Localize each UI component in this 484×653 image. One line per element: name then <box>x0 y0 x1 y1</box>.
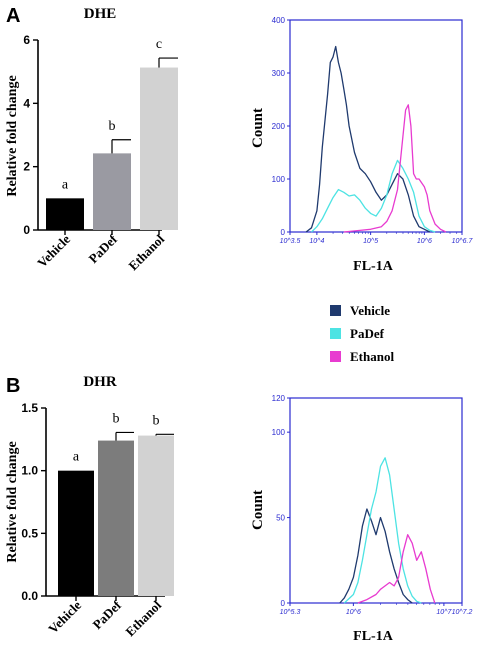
panel-label-b: B <box>6 375 20 397</box>
legend-swatch-ethanol <box>330 351 341 362</box>
bar-chart-dhr: B DHR Relative fold change 0.0 0.5 1.0 1.5 a… <box>5 374 174 639</box>
significance-letter: b <box>153 413 160 428</box>
series-padef <box>343 457 422 604</box>
bar-ethanol <box>140 67 178 230</box>
legend-swatch-vehicle <box>330 305 341 316</box>
series-vehicle <box>339 508 413 604</box>
chart-title-dhr: DHR <box>83 374 117 390</box>
y-tick-label: 1.5 <box>21 401 38 415</box>
bar-vehicle <box>58 470 94 596</box>
series-padef <box>311 159 436 233</box>
x-tick-label: 10^7 <box>436 609 452 616</box>
x-axis-label-fl1a: FL-1A <box>353 259 394 274</box>
y-tick-label: 50 <box>276 514 285 523</box>
significance-letter: c <box>156 37 162 52</box>
bar-ethanol <box>138 435 174 596</box>
significance-letter: b <box>113 411 120 426</box>
category-label: Ethanol <box>125 231 167 273</box>
x-tick-label: 10^6 <box>346 609 361 616</box>
histogram-fl1a-dhr: Count FL-1A 0 50 100 120 10^5.3 10^6 10^7 10^7.… <box>250 394 473 644</box>
legend-label-vehicle: Vehicle <box>350 303 390 318</box>
x-tick-label: 10^3.5 <box>280 238 301 245</box>
series-ethanol <box>343 104 447 233</box>
significance-letter: a <box>73 450 80 465</box>
x-tick-label: 10^5 <box>363 238 378 245</box>
x-tick-label: 10^6 <box>417 238 432 245</box>
histogram-fl1a-dhe: Count FL-1A 0 100 200 300 400 10^3.5 10^4 10^5 1… <box>250 16 474 274</box>
bar-vehicle <box>46 198 84 230</box>
legend-swatch-padef <box>330 328 341 339</box>
chart-title-dhe: DHE <box>84 6 117 22</box>
plot-frame <box>289 397 463 604</box>
panel-label-a: A <box>6 5 20 27</box>
category-label: Ethanol <box>122 597 164 639</box>
y-tick-label: 200 <box>272 122 286 131</box>
y-tick-label: 0 <box>23 223 30 237</box>
category-label: PaDef <box>86 231 121 266</box>
bar-chart-dhe: A DHE Relative fold change 0 2 4 6 a Vehicle b… <box>5 5 178 273</box>
series-vehicle <box>305 45 431 233</box>
x-tick-label: 10^7.2 <box>452 609 473 616</box>
y-tick-label: 2 <box>23 160 30 174</box>
y-tick-label: 6 <box>23 33 30 47</box>
bar-padef <box>93 153 131 230</box>
bar-padef <box>98 440 134 596</box>
y-tick-label: 0 <box>281 599 286 608</box>
x-tick-label: 10^4 <box>309 238 324 245</box>
y-tick-label: 1.0 <box>21 464 38 478</box>
x-tick-label: 10^5.3 <box>280 609 301 616</box>
category-label: PaDef <box>90 597 125 632</box>
y-tick-label: 4 <box>23 96 30 110</box>
legend: Vehicle PaDef Ethanol <box>330 303 394 364</box>
y-axis-label: Relative fold change <box>5 75 20 196</box>
y-axis-label: Relative fold change <box>5 441 20 562</box>
y-tick-label: 400 <box>272 16 286 25</box>
legend-label-padef: PaDef <box>350 326 385 341</box>
x-axis-label-fl1a: FL-1A <box>353 629 394 644</box>
y-tick-label: 300 <box>272 69 286 78</box>
y-tick-label: 0.0 <box>21 589 38 603</box>
y-tick-label: 100 <box>272 428 286 437</box>
category-label: Vehicle <box>34 231 73 270</box>
legend-label-ethanol: Ethanol <box>350 349 394 364</box>
y-tick-label: 100 <box>272 175 286 184</box>
significance-letter: b <box>109 119 116 134</box>
significance-letter: a <box>62 177 69 192</box>
x-tick-label: 10^6.7 <box>452 238 474 245</box>
series-ethanol <box>357 534 436 604</box>
plot-frame <box>289 19 463 233</box>
category-label: Vehicle <box>45 597 84 636</box>
y-axis-label-count: Count <box>250 490 266 530</box>
y-axis-label-count: Count <box>250 108 266 148</box>
y-tick-label: 0 <box>281 228 286 237</box>
y-tick-label: 0.5 <box>21 526 38 540</box>
y-tick-label: 120 <box>272 394 286 403</box>
